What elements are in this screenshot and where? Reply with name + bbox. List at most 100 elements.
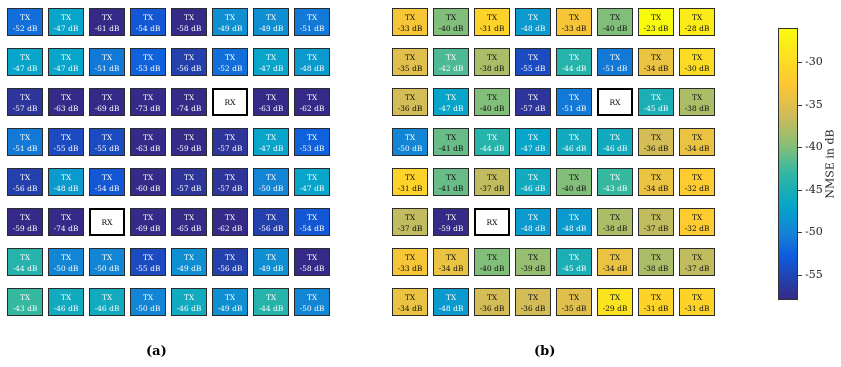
tx-tile: TX -32 dB bbox=[679, 208, 715, 236]
colorbar-tick bbox=[798, 62, 802, 63]
tx-tile: TX -69 dB bbox=[130, 208, 166, 236]
tx-tile: TX -44 dB bbox=[474, 128, 510, 156]
tx-tile: TX -33 dB bbox=[556, 8, 592, 36]
colorbar-tick bbox=[798, 147, 802, 148]
tx-tile: TX -46 dB bbox=[89, 288, 125, 316]
tx-tile: TX -45 dB bbox=[556, 248, 592, 276]
tx-tile: TX -54 dB bbox=[130, 8, 166, 36]
tx-tile: TX -36 dB bbox=[638, 128, 674, 156]
tx-tile: TX -57 dB bbox=[171, 168, 207, 196]
rx-tile: RX bbox=[474, 208, 510, 236]
tx-tile: TX -47 dB bbox=[253, 128, 289, 156]
tx-tile: TX -51 dB bbox=[89, 48, 125, 76]
tx-tile: TX -57 dB bbox=[7, 88, 43, 116]
colorbar-tick bbox=[798, 104, 802, 106]
tx-tile: TX -35 dB bbox=[392, 48, 428, 76]
tx-tile: TX -65 dB bbox=[171, 208, 207, 236]
tx-tile: TX -56 dB bbox=[212, 248, 248, 276]
tx-tile: TX -40 dB bbox=[433, 8, 469, 36]
tx-tile: TX -59 dB bbox=[7, 208, 43, 236]
tx-tile: TX -55 dB bbox=[89, 128, 125, 156]
tx-tile: TX -29 dB bbox=[597, 288, 633, 316]
tx-tile: TX -47 dB bbox=[515, 128, 551, 156]
colorbar-label: NMSE in dB bbox=[823, 129, 837, 199]
tx-tile: TX -47 dB bbox=[48, 48, 84, 76]
tx-tile: TX -31 dB bbox=[392, 168, 428, 196]
tx-tile: TX -74 dB bbox=[171, 88, 207, 116]
rx-tile: RX bbox=[212, 88, 248, 116]
colorbar-tick-label: -50 bbox=[805, 225, 823, 238]
colorbar-tick bbox=[798, 274, 802, 276]
tx-tile: TX -47 dB bbox=[7, 48, 43, 76]
tx-tile: TX -40 dB bbox=[474, 248, 510, 276]
tx-tile: TX -56 dB bbox=[253, 208, 289, 236]
tx-tile: TX -34 dB bbox=[638, 168, 674, 196]
tx-tile: TX -56 dB bbox=[171, 48, 207, 76]
tx-tile: TX -46 dB bbox=[171, 288, 207, 316]
colorbar-tick-label: -40 bbox=[805, 140, 823, 153]
tx-tile: TX -38 dB bbox=[597, 208, 633, 236]
tx-tile: TX -36 dB bbox=[474, 288, 510, 316]
colorbar bbox=[778, 28, 798, 300]
tx-tile: TX -51 dB bbox=[294, 8, 330, 36]
tx-tile: TX -50 dB bbox=[392, 128, 428, 156]
tx-tile: TX -50 dB bbox=[89, 248, 125, 276]
tx-tile: TX -55 dB bbox=[130, 248, 166, 276]
tx-tile: TX -49 dB bbox=[212, 288, 248, 316]
tx-tile: TX -44 dB bbox=[253, 288, 289, 316]
tx-tile: TX -54 dB bbox=[294, 208, 330, 236]
colorbar-tick-label: -55 bbox=[805, 267, 823, 281]
tx-tile: TX -35 dB bbox=[556, 288, 592, 316]
tx-tile: TX -43 dB bbox=[7, 288, 43, 316]
tx-tile: TX -59 dB bbox=[433, 208, 469, 236]
tx-tile: TX -48 dB bbox=[515, 208, 551, 236]
panel-label-a: (a) bbox=[146, 344, 167, 359]
tx-tile: TX -33 dB bbox=[392, 248, 428, 276]
tx-tile: TX -46 dB bbox=[597, 128, 633, 156]
tx-tile: TX -57 dB bbox=[212, 168, 248, 196]
tx-tile: TX -34 dB bbox=[638, 48, 674, 76]
tx-tile: TX -61 dB bbox=[89, 8, 125, 36]
tx-tile: TX -32 dB bbox=[679, 168, 715, 196]
tx-tile: TX -37 dB bbox=[638, 208, 674, 236]
tx-tile: TX -47 dB bbox=[253, 48, 289, 76]
tx-tile: TX -48 dB bbox=[294, 48, 330, 76]
tx-tile: TX -52 dB bbox=[212, 48, 248, 76]
tx-tile: TX -57 dB bbox=[515, 88, 551, 116]
colorbar-tick bbox=[798, 189, 802, 191]
tx-tile: TX -51 dB bbox=[556, 88, 592, 116]
tx-tile: TX -50 dB bbox=[253, 168, 289, 196]
tx-tile: TX -36 dB bbox=[392, 88, 428, 116]
tx-tile: TX -34 dB bbox=[392, 288, 428, 316]
tx-tile: TX -40 dB bbox=[556, 168, 592, 196]
tx-tile: TX -37 dB bbox=[474, 168, 510, 196]
tx-tile: TX -51 dB bbox=[597, 48, 633, 76]
rx-tile: RX bbox=[597, 88, 633, 116]
tx-tile: TX -31 dB bbox=[474, 8, 510, 36]
tx-tile: TX -37 dB bbox=[392, 208, 428, 236]
tx-tile: TX -54 dB bbox=[89, 168, 125, 196]
panel-label-b: (b) bbox=[534, 344, 556, 359]
tx-tile: TX -49 dB bbox=[212, 8, 248, 36]
tx-tile: TX -49 dB bbox=[171, 248, 207, 276]
tx-tile: TX -47 dB bbox=[294, 168, 330, 196]
tx-tile: TX -46 dB bbox=[48, 288, 84, 316]
tx-tile: TX -58 dB bbox=[294, 248, 330, 276]
tx-tile: TX -34 dB bbox=[597, 248, 633, 276]
tx-tile: TX -52 dB bbox=[7, 8, 43, 36]
tx-tile: TX -48 dB bbox=[556, 208, 592, 236]
tx-tile: TX -44 dB bbox=[7, 248, 43, 276]
tx-tile: TX -30 dB bbox=[679, 48, 715, 76]
tx-tile: TX -40 dB bbox=[474, 88, 510, 116]
tx-tile: TX -62 dB bbox=[294, 88, 330, 116]
tx-tile: TX -53 dB bbox=[294, 128, 330, 156]
tx-tile: TX -63 dB bbox=[130, 128, 166, 156]
tx-tile: TX -58 dB bbox=[171, 8, 207, 36]
tx-tile: TX -41 dB bbox=[433, 128, 469, 156]
tx-tile: TX -31 dB bbox=[679, 288, 715, 316]
tx-tile: TX -59 dB bbox=[171, 128, 207, 156]
tx-tile: TX -38 dB bbox=[638, 248, 674, 276]
tx-tile: TX -50 dB bbox=[48, 248, 84, 276]
tx-tile: TX -47 dB bbox=[433, 88, 469, 116]
tx-tile: TX -45 dB bbox=[638, 88, 674, 116]
